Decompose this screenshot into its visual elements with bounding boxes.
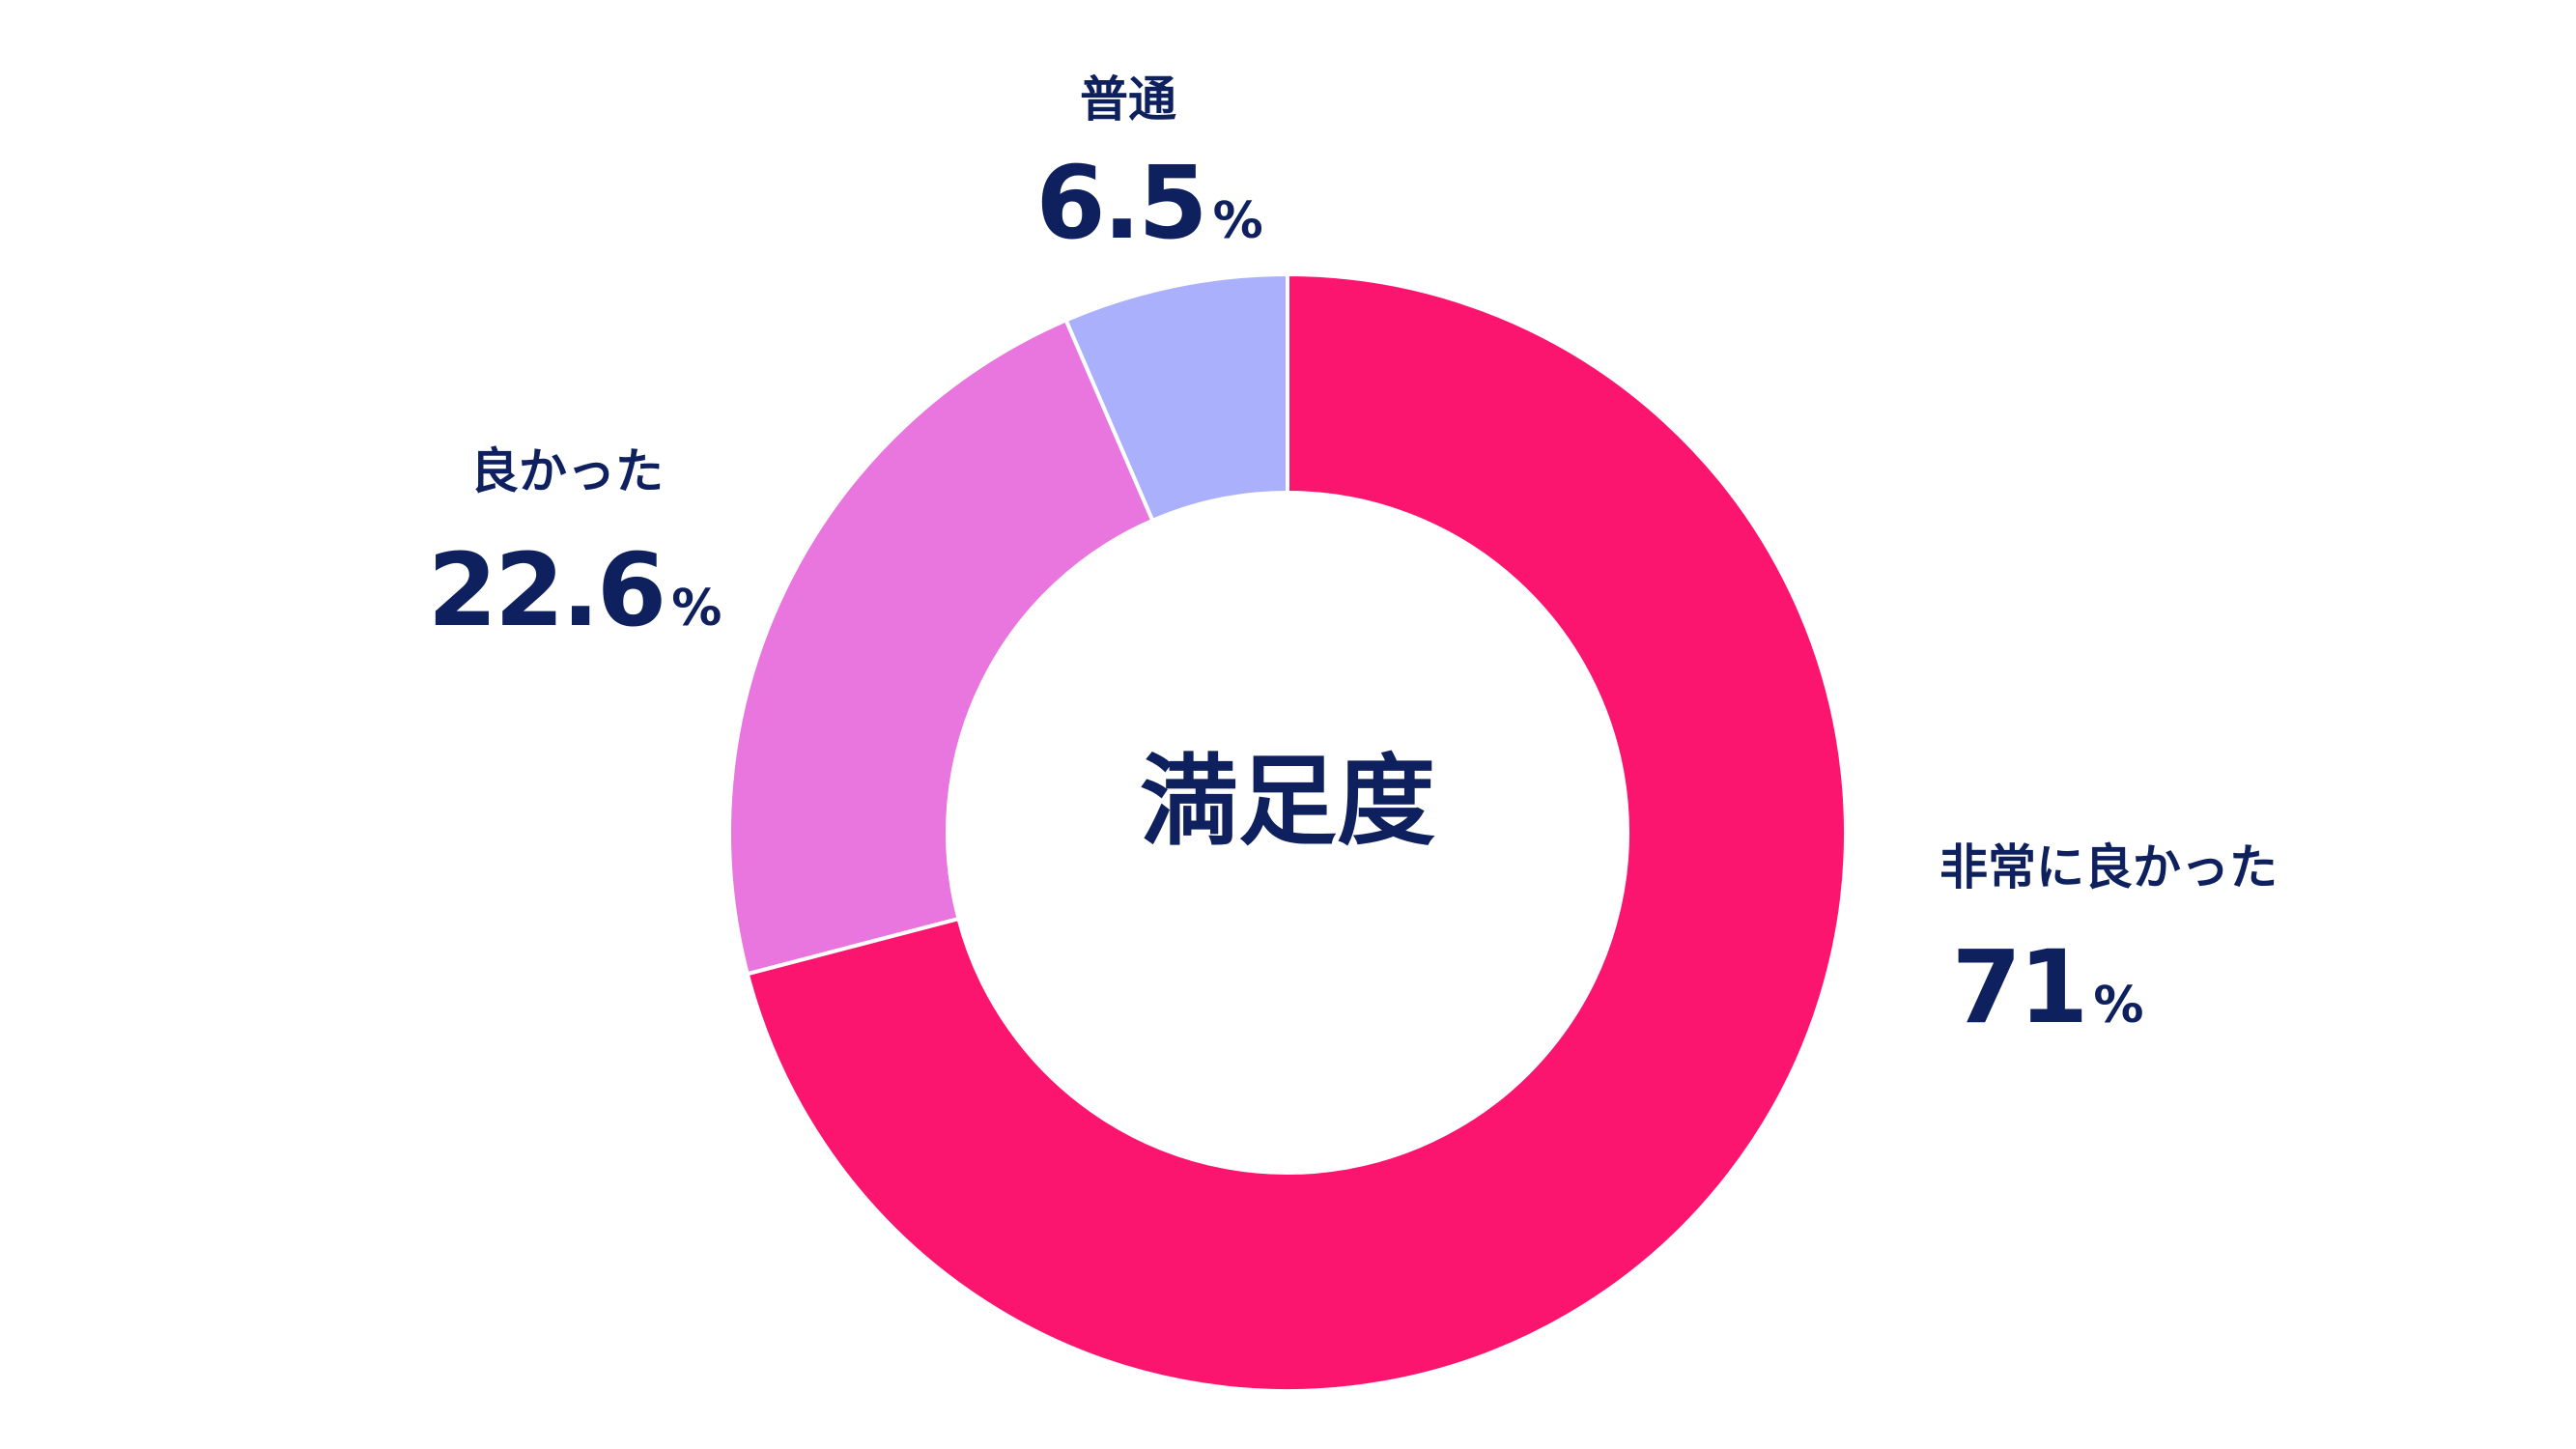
slice-label-value-2: 22.6% [428, 531, 722, 649]
pie-slice-3 [1063, 271, 1289, 524]
slice-label-value-3: 6.5% [1035, 144, 1262, 262]
chart-center-title: 満足度 [1140, 745, 1435, 860]
slice-label-name-1: 非常に良かった [1939, 839, 2278, 895]
slice-label-value-1: 71% [1952, 928, 2144, 1046]
slice-label-name-2: 良かった [470, 443, 664, 499]
labels-layer: 非常に良かった 71 % 良かった 22.6 % 普通 6.5% [428, 71, 2278, 1046]
pie-slice-1 [745, 271, 1848, 1393]
slice-label-name-3: 普通 [1080, 71, 1176, 128]
slices-layer [727, 271, 1848, 1393]
pie-slice-2 [727, 317, 1155, 977]
